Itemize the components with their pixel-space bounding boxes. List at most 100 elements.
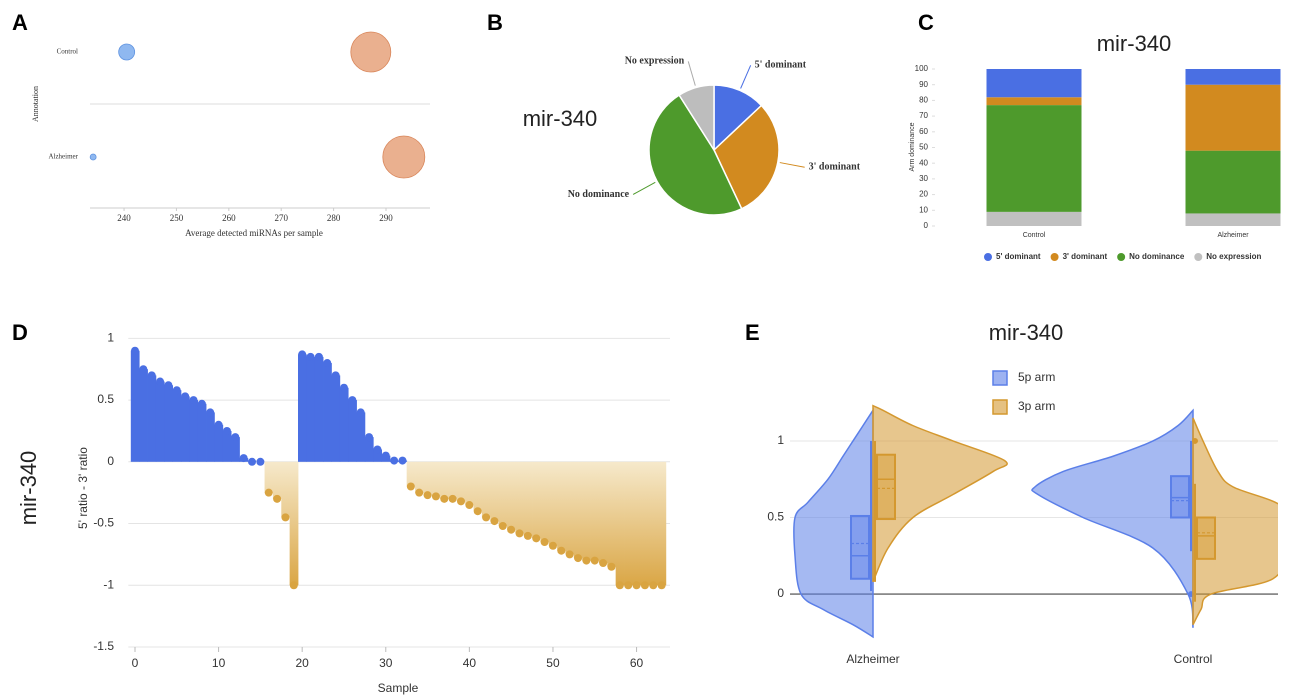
bubble xyxy=(118,43,136,61)
point xyxy=(406,482,415,491)
point xyxy=(490,517,499,526)
pie-slice xyxy=(678,84,715,153)
legend-marker xyxy=(992,399,1008,415)
y-tick-label: -1.5 xyxy=(93,639,114,653)
x-tick-label: 20 xyxy=(295,656,309,670)
point xyxy=(599,559,608,568)
x-tick-label: 250 xyxy=(170,213,184,223)
y-tick-label: 10 xyxy=(919,205,928,214)
stem-area xyxy=(640,461,650,586)
stem-area xyxy=(657,461,667,586)
y-tick-label: 0.5 xyxy=(767,510,784,524)
stem-area xyxy=(473,461,483,512)
y-tick-label: -0.5 xyxy=(93,516,114,530)
bubble xyxy=(382,135,426,179)
stem-area xyxy=(540,461,550,543)
stem-area xyxy=(139,369,148,462)
point xyxy=(582,556,591,565)
stem-area xyxy=(197,403,207,462)
stem-area xyxy=(490,461,500,522)
slice-label: 3' dominant xyxy=(809,162,861,173)
bar-segment xyxy=(1185,69,1281,85)
point xyxy=(381,451,390,460)
x-tick-label: 270 xyxy=(274,213,288,223)
leader-line xyxy=(740,65,752,89)
stem-area xyxy=(297,354,307,462)
panel-label: E xyxy=(745,320,760,345)
point xyxy=(298,350,307,359)
stem-area xyxy=(147,375,157,462)
stem-area xyxy=(331,375,341,462)
stem-area xyxy=(431,461,441,497)
stem-area xyxy=(565,461,575,555)
bar-segment xyxy=(986,97,1082,106)
box xyxy=(1196,516,1216,560)
point xyxy=(281,513,290,522)
leader-line xyxy=(779,162,805,168)
legend-marker xyxy=(984,253,992,261)
y-tick-label: 0 xyxy=(107,454,114,468)
point xyxy=(415,488,424,497)
stem-area xyxy=(423,461,433,496)
point xyxy=(482,513,491,522)
point xyxy=(356,408,365,417)
bar-segment xyxy=(1185,150,1281,214)
pie-slice xyxy=(648,94,743,216)
point xyxy=(306,352,315,361)
stem-area xyxy=(214,424,224,462)
stem-area xyxy=(264,461,274,493)
stem-area xyxy=(272,461,282,499)
y-axis-label: 5' ratio - 3' ratio xyxy=(76,447,90,529)
category-label: Alzheimer xyxy=(48,153,78,161)
x-axis-label: Sample xyxy=(378,681,419,695)
panel-label: A xyxy=(12,10,28,35)
stem-area xyxy=(364,437,374,462)
point xyxy=(615,581,624,590)
stem-area xyxy=(582,461,591,561)
box xyxy=(876,453,896,521)
stem-area xyxy=(456,461,466,502)
point xyxy=(289,581,298,590)
point xyxy=(323,359,332,368)
y-tick-label: 20 xyxy=(919,190,928,199)
x-tick-label: 50 xyxy=(546,656,560,670)
stem-area xyxy=(130,350,140,462)
point xyxy=(181,392,190,401)
outlier xyxy=(1192,437,1198,444)
x-tick-label: 10 xyxy=(212,656,226,670)
stem-area xyxy=(615,461,625,586)
side-label: mir-340 xyxy=(16,451,41,526)
stem-area xyxy=(573,461,583,559)
legend-marker xyxy=(1050,253,1059,261)
point xyxy=(431,492,440,501)
leader-line xyxy=(687,61,696,86)
stem-area xyxy=(406,461,416,487)
stem-area xyxy=(164,385,174,462)
y-tick-label: 1 xyxy=(107,331,114,345)
stem-area xyxy=(339,387,349,462)
bar-segment xyxy=(986,211,1082,226)
point xyxy=(348,396,357,405)
x-tick-label: 280 xyxy=(327,213,341,223)
x-tick-label: Control xyxy=(1023,232,1046,239)
pie-title: mir-340 xyxy=(523,106,598,131)
bubble xyxy=(89,153,97,161)
point xyxy=(365,433,374,442)
stem-area xyxy=(289,461,299,586)
violin-group xyxy=(793,404,1278,639)
point xyxy=(164,381,173,390)
x-tick-label: 30 xyxy=(379,656,393,670)
y-tick-label: 0 xyxy=(777,586,784,600)
stem-area xyxy=(231,437,240,462)
legend-label: 3' dominant xyxy=(1063,252,1108,261)
stem-area xyxy=(649,461,658,586)
violin-half xyxy=(872,404,1008,583)
point xyxy=(264,488,273,497)
point xyxy=(423,491,432,500)
panel-label: C xyxy=(918,10,934,35)
point xyxy=(448,494,457,503)
bubble xyxy=(350,31,392,73)
stem-area xyxy=(356,412,366,462)
point xyxy=(607,562,616,571)
point xyxy=(398,456,407,465)
